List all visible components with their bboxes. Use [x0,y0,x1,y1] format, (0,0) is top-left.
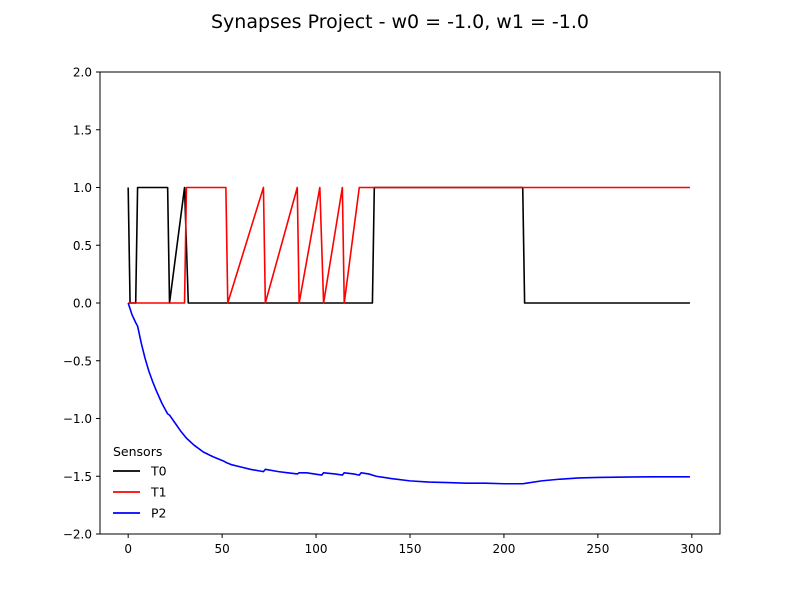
series-layer [127,186,690,485]
y-tick-label: 0.0 [73,297,92,311]
series-line-t1 [128,186,690,304]
series-line-t0 [127,186,690,304]
x-axis: 0 50 100 150 200 250 300 [124,534,703,556]
legend-label-t0: T0 [150,464,167,479]
y-axis: −2.0 −1.5 −1.0 −0.5 0.0 0.5 1.0 1.5 2.0 [63,66,100,542]
y-tick-label: −1.5 [63,470,92,484]
y-tick-label: −0.5 [63,354,92,368]
legend: Sensors T0 T1 P2 [113,444,167,521]
x-tick-label: 200 [492,542,515,556]
y-tick-label: −2.0 [63,528,92,542]
legend-title: Sensors [113,444,162,459]
legend-label-p2: P2 [151,506,167,521]
x-tick-label: 0 [124,542,132,556]
series-line-p2 [127,302,690,485]
y-tick-label: 1.0 [73,181,92,195]
x-tick-label: 50 [214,542,229,556]
y-tick-label: −1.0 [63,412,92,426]
plot-area [99,71,721,535]
legend-label-t1: T1 [150,485,167,500]
x-tick-label: 300 [680,542,703,556]
x-tick-label: 150 [399,542,422,556]
chart-title: Synapses Project - w0 = -1.0, w1 = -1.0 [211,11,589,33]
x-tick-label: 100 [305,542,328,556]
y-tick-label: 1.5 [73,123,92,137]
y-tick-label: 0.5 [73,239,92,253]
x-tick-label: 250 [586,542,609,556]
y-tick-label: 2.0 [73,66,92,80]
